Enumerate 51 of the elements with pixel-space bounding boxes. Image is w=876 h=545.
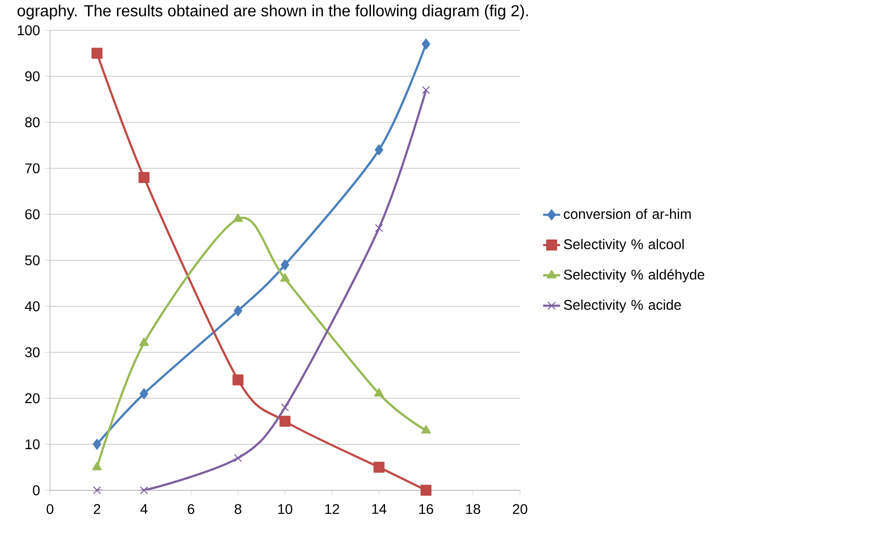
- y-tick-label: 70: [25, 163, 40, 174]
- x-tick-label: 20: [512, 504, 528, 514]
- y-tick-label: 50: [25, 255, 40, 266]
- point: [232, 374, 244, 386]
- point: [374, 224, 384, 232]
- y-tick-label: 100: [18, 25, 40, 36]
- y-tick-label: 20: [25, 393, 40, 404]
- legend-label: Selectivity % acide: [564, 299, 681, 312]
- point: [422, 86, 430, 94]
- x-tick-label: 4: [140, 504, 148, 514]
- point: [280, 273, 290, 282]
- x-tick-label: 10: [278, 504, 292, 514]
- legend-label: Selectivity % alcool: [564, 238, 684, 252]
- text: ography. The results obtained are shown in the following diagram (fig 2).: [18, 4, 528, 20]
- x-tick-label: 12: [325, 504, 340, 514]
- legend-label: Selectivity % aldéhyde: [564, 269, 704, 282]
- x-tick-label: 8: [234, 504, 242, 514]
- point: [92, 438, 102, 450]
- point: [421, 424, 431, 434]
- point: [138, 172, 150, 183]
- x-tick-label: 6: [188, 504, 194, 514]
- y-tick-label: 40: [24, 301, 40, 312]
- point: [420, 484, 432, 496]
- point: [374, 144, 384, 156]
- point: [92, 462, 102, 470]
- point: [233, 213, 243, 222]
- point: [280, 416, 290, 427]
- point: [92, 48, 103, 59]
- point: [139, 337, 149, 346]
- y-tick-label: 0: [32, 485, 40, 496]
- point: [280, 259, 290, 270]
- x-tick-label: 18: [466, 504, 480, 514]
- y-tick-label: 30: [25, 347, 40, 358]
- point: [374, 388, 384, 397]
- y-tick-label: 80: [25, 117, 40, 128]
- x-tick-label: 0: [46, 504, 54, 514]
- point: [280, 403, 290, 412]
- legend-label: conversion of ar-him: [564, 208, 691, 219]
- point: [234, 454, 242, 462]
- x-tick-label: 14: [372, 504, 386, 514]
- x-tick-label: 2: [94, 504, 100, 514]
- y-tick-label: 90: [25, 71, 40, 82]
- point: [422, 38, 430, 50]
- y-tick-label: 10: [26, 439, 40, 450]
- x-tick-label: 16: [419, 504, 434, 514]
- point: [234, 305, 242, 316]
- point: [140, 388, 148, 400]
- point: [92, 486, 102, 494]
- point: [374, 462, 384, 473]
- point: [140, 486, 148, 494]
- y-tick-label: 60: [25, 209, 40, 220]
